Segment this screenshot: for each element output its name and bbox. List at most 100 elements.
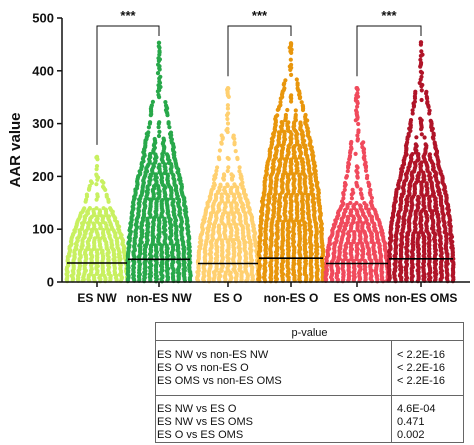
data-point — [238, 172, 243, 177]
data-point — [216, 155, 221, 160]
data-point — [354, 164, 359, 169]
data-point — [424, 89, 429, 94]
data-point — [94, 206, 99, 211]
data-point — [215, 165, 220, 170]
data-point — [95, 192, 100, 197]
data-point — [235, 155, 240, 160]
data-point — [157, 79, 162, 84]
significance-label: *** — [120, 8, 136, 23]
data-point — [356, 121, 361, 127]
data-point — [226, 165, 231, 170]
x-tick-label: non-ES O — [264, 291, 319, 305]
data-point — [354, 180, 359, 185]
data-point — [150, 99, 155, 104]
data-point — [349, 139, 354, 145]
data-point — [303, 112, 308, 118]
table-row: ES OMS vs non-ES OMS < 2.2E-16 — [156, 375, 463, 388]
data-point — [356, 128, 361, 133]
data-point — [293, 108, 298, 113]
y-ticks: 0 100 200 300 400 500 — [32, 11, 62, 290]
data-point — [94, 182, 99, 187]
comparison-cell: ES NW vs non-ES NW — [157, 349, 269, 361]
data-point — [229, 185, 234, 190]
data-point — [289, 72, 294, 77]
data-point — [419, 132, 424, 137]
data-point — [225, 106, 230, 111]
data-point — [225, 155, 230, 161]
data-point — [295, 192, 300, 198]
comparison-cell: ES OMS vs non-ES OMS — [157, 375, 282, 387]
data-point — [240, 180, 245, 185]
data-point — [295, 81, 300, 86]
y-tick-label: 0 — [47, 275, 54, 290]
data-point — [87, 183, 92, 189]
data-point — [233, 149, 238, 154]
data-point — [342, 187, 347, 192]
scatter-chart: 0 100 200 300 400 500 ES NW non-ES NW ES O non-E… — [7, 8, 470, 305]
p-value-table: p-value ES NW vs non-ES NW < 2.2E-16 ES … — [155, 322, 464, 443]
y-axis-label: AAR value — [7, 112, 24, 187]
data-point — [418, 69, 423, 74]
data-point — [146, 125, 151, 130]
x-ticks: ES NW non-ES NW ES O non-ES O ES OMS non-ES O… — [77, 282, 457, 305]
table-divider — [156, 340, 463, 341]
data-point — [163, 100, 168, 105]
data-point — [427, 108, 432, 113]
series-es-nw — [64, 154, 130, 284]
data-point — [156, 133, 162, 139]
data-point — [157, 120, 162, 125]
table-row: ES NW vs non-ES NW < 2.2E-16 — [156, 349, 463, 362]
y-tick-label: 100 — [32, 222, 54, 237]
data-point — [283, 78, 288, 83]
data-point — [299, 100, 304, 105]
data-point — [342, 180, 348, 186]
pvalue-cell: < 2.2E-16 — [397, 362, 446, 374]
data-point — [218, 182, 223, 187]
data-point — [422, 135, 427, 140]
series-non-es-o — [256, 41, 326, 284]
x-tick-label: non-ES OMS — [385, 291, 458, 305]
data-point — [87, 206, 92, 211]
data-point — [94, 172, 99, 177]
y-tick-label: 400 — [32, 63, 54, 78]
data-point — [293, 112, 298, 118]
data-point — [94, 154, 100, 160]
table-row: ES NW vs ES OMS 0.471 — [156, 416, 463, 429]
points-layer — [64, 40, 456, 284]
data-point — [357, 203, 363, 208]
data-point — [104, 192, 109, 197]
table-row: ES O vs ES OMS 0.002 — [156, 429, 463, 442]
data-point — [341, 196, 346, 201]
data-point — [288, 57, 293, 62]
data-point — [225, 168, 230, 174]
data-point — [423, 142, 428, 147]
data-point — [361, 140, 366, 145]
x-tick-label: ES O — [214, 291, 243, 305]
data-point — [369, 199, 374, 204]
data-point — [216, 223, 222, 228]
pvalue-cell: < 2.2E-16 — [397, 349, 446, 361]
data-point — [345, 169, 350, 174]
data-point — [419, 97, 424, 103]
x-tick-label: non-ES NW — [126, 291, 192, 305]
data-point — [225, 182, 230, 187]
data-point — [229, 172, 234, 177]
data-point — [101, 227, 106, 233]
data-point — [91, 221, 96, 226]
data-point — [365, 173, 370, 178]
x-tick-label: ES OMS — [334, 291, 381, 305]
data-point — [82, 206, 87, 211]
data-point — [91, 273, 96, 278]
data-point — [289, 62, 294, 67]
data-point — [419, 74, 424, 79]
significance-label: *** — [381, 8, 397, 23]
data-point — [146, 130, 151, 135]
data-point — [158, 74, 163, 79]
data-point — [419, 88, 424, 93]
y-tick-label: 500 — [32, 11, 54, 26]
data-point — [217, 148, 222, 153]
data-point — [152, 136, 157, 142]
data-point — [94, 248, 100, 253]
y-tick-label: 300 — [32, 116, 54, 131]
significance-brackets: *** *** *** — [96, 8, 422, 145]
